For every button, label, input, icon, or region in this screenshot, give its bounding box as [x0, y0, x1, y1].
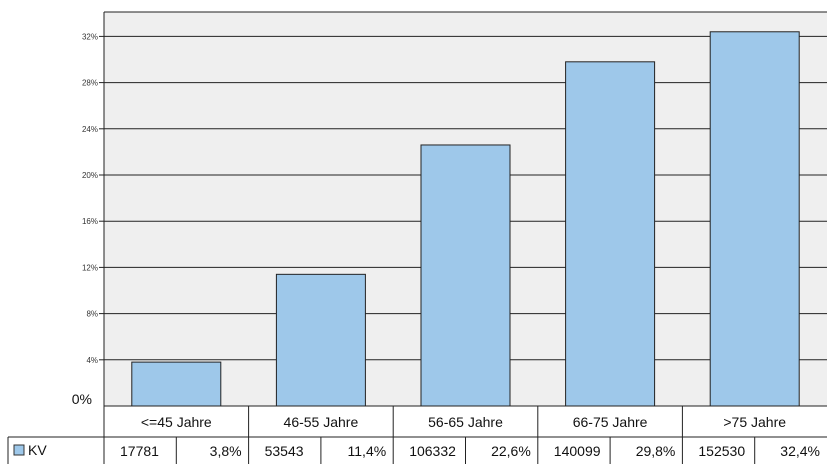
table-percent-cell: 11,4%: [348, 443, 387, 459]
x-category-label: <=45 Jahre: [141, 414, 212, 430]
bar: [420, 144, 511, 407]
y-axis-ticks: 0% 4% 8% 12% 16% 20% 24% 28% 32%: [72, 32, 98, 407]
x-category-label: 66-75 Jahre: [573, 414, 648, 430]
x-category-label: 56-65 Jahre: [428, 414, 503, 430]
table-count-cell: 53543: [265, 443, 304, 459]
table-percent-cell: 32,4%: [780, 443, 820, 459]
y-tick-label: 12%: [82, 263, 98, 272]
y-tick-label: 0%: [72, 391, 92, 407]
table-percent-cell: 22,6%: [491, 443, 531, 459]
table-percent-cell: 3,8%: [210, 443, 242, 459]
y-tick-label: 28%: [82, 79, 98, 88]
y-tick-label: 16%: [82, 217, 98, 226]
bar: [275, 273, 366, 407]
y-tick-label: 20%: [82, 171, 98, 180]
x-category-label: >75 Jahre: [723, 414, 786, 430]
bars: [131, 31, 800, 407]
table-percent-cell: 29,8%: [636, 443, 676, 459]
table-count-cell: 17781: [120, 443, 159, 459]
bar: [131, 361, 222, 407]
legend-label: KV: [28, 442, 47, 458]
bar: [709, 31, 800, 407]
y-tick-label: 32%: [82, 32, 98, 41]
data-table: <=45 Jahre 17781 3,8% 46-55 Jahre 53543 11,4%…: [7, 406, 827, 464]
table-count-cell: 106332: [409, 443, 456, 459]
table-count-cell: 152530: [698, 443, 745, 459]
y-tick-label: 24%: [82, 125, 98, 134]
axes: [99, 11, 827, 464]
legend-swatch: [13, 444, 25, 456]
x-category-label: 46-55 Jahre: [284, 414, 359, 430]
y-tick-label: 8%: [86, 310, 98, 319]
table-count-cell: 140099: [554, 443, 601, 459]
y-tick-label: 4%: [86, 356, 98, 365]
bar: [565, 61, 656, 407]
